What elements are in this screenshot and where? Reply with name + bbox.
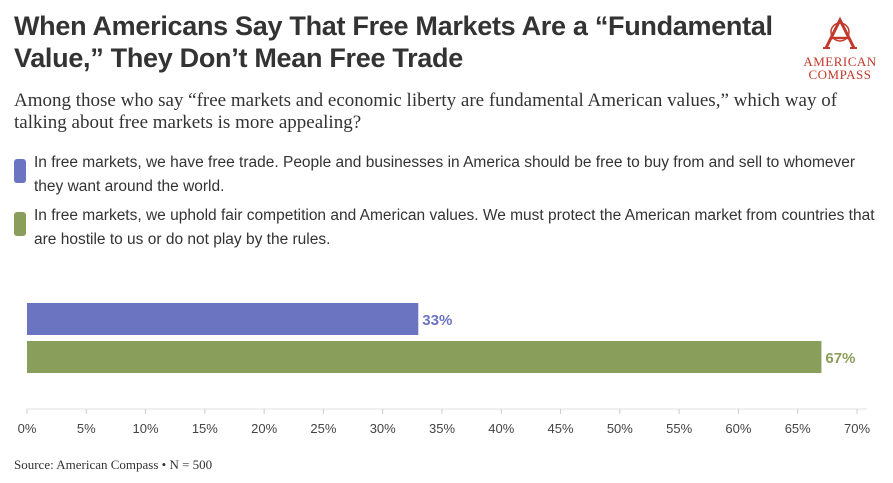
compass-a-icon: [823, 16, 857, 49]
logo-text-line1: AMERICAN: [803, 54, 877, 69]
legend-item-fair-competition[interactable]: In free markets, we uphold fair competit…: [14, 204, 884, 252]
x-tick-label-9: 45%: [548, 421, 574, 436]
data-label-1: 67%: [825, 350, 855, 367]
x-tick-label-2: 10%: [133, 421, 159, 436]
x-tick-label-11: 55%: [666, 421, 692, 436]
x-tick-label-0: 0%: [18, 421, 37, 436]
bar-chart: 33% 67% 0% 5% 10% 15% 20% 25% 30% 35% 40% 45% 50% 55%…: [18, 303, 870, 436]
legend: In free markets, we have free trade. Peo…: [14, 151, 884, 257]
bar-1: [27, 341, 822, 373]
x-tick-label-5: 25%: [310, 421, 336, 436]
legend-swatch-free-trade: [14, 159, 26, 183]
legend-label-free-trade: In free markets, we have free trade. Peo…: [34, 154, 856, 195]
chart-subtitle: Among those who say “free markets and ec…: [14, 90, 838, 133]
legend-swatch-fair-competition: [14, 212, 26, 236]
x-tick-label-10: 50%: [607, 421, 633, 436]
bar-0: [27, 303, 419, 335]
logo-text-line2: COMPASS: [808, 67, 872, 82]
source-note: Source: American Compass • N = 500: [14, 457, 213, 472]
x-tick-label-13: 65%: [785, 421, 811, 436]
x-tick-label-1: 5%: [77, 421, 96, 436]
x-tick-label-7: 35%: [429, 421, 455, 436]
chart-title: When Americans Say That Free Markets Are…: [14, 11, 773, 73]
x-tick-label-12: 60%: [725, 421, 751, 436]
legend-item-free-trade[interactable]: In free markets, we have free trade. Peo…: [14, 151, 884, 199]
legend-label-fair-competition: In free markets, we uphold fair competit…: [34, 207, 875, 248]
x-tick-label-3: 15%: [192, 421, 218, 436]
american-compass-logo: AMERICAN COMPASS: [800, 16, 880, 81]
x-tick-label-6: 30%: [370, 421, 396, 436]
x-tick-label-8: 40%: [488, 421, 514, 436]
x-tick-label-14: 70%: [844, 421, 870, 436]
x-tick-label-4: 20%: [251, 421, 277, 436]
data-label-0: 33%: [422, 312, 452, 329]
